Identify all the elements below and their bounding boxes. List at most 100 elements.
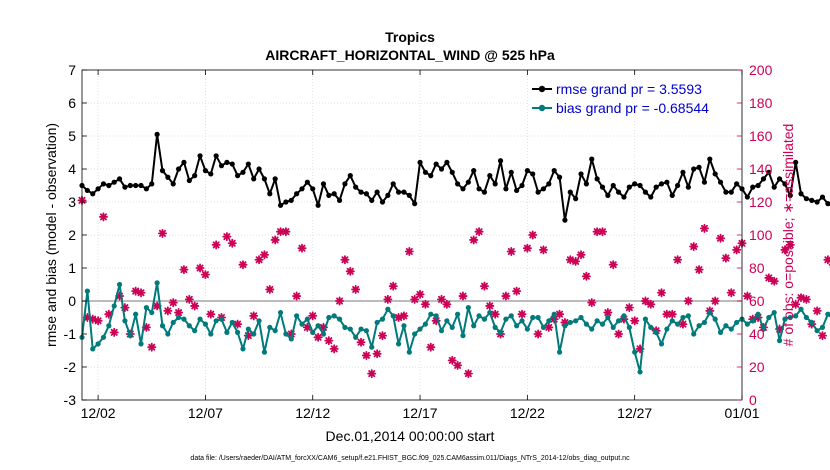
obs-marker-stroke — [362, 351, 370, 359]
bias-point — [143, 305, 149, 311]
x-axis-label: Dec.01,2014 00:00:00 start — [326, 428, 495, 444]
obs-marker — [249, 311, 259, 321]
rmse-point — [127, 182, 133, 189]
rmse-point — [691, 166, 697, 172]
bias-point — [304, 316, 310, 322]
y2-tick-label: 0 — [749, 392, 757, 408]
obs-marker-stroke — [400, 312, 408, 320]
obs-marker — [597, 227, 607, 237]
rmse-point — [471, 168, 477, 174]
obs-marker — [699, 223, 709, 233]
rmse-point — [401, 189, 407, 195]
obs-marker — [528, 230, 538, 240]
obs-marker-stroke — [690, 243, 698, 251]
y2-tick-label: 60 — [749, 293, 765, 309]
obs-marker — [361, 350, 371, 360]
obs-marker — [227, 238, 237, 248]
rmse-point — [503, 186, 509, 192]
obs-marker-stroke — [110, 328, 118, 336]
bias-point — [385, 306, 391, 312]
bias-point — [240, 346, 246, 352]
obs-marker-stroke — [566, 256, 574, 264]
rmse-point — [696, 164, 702, 170]
obs-marker — [587, 298, 597, 308]
rmse-point — [331, 191, 337, 197]
obs-marker-stroke — [781, 246, 789, 254]
obs-marker-stroke — [491, 310, 499, 318]
obs-marker — [721, 253, 731, 263]
obs-marker — [785, 240, 795, 250]
bias-point — [192, 328, 198, 334]
obs-marker-stroke — [384, 295, 392, 303]
rmse-point — [664, 179, 670, 185]
rmse-point — [444, 159, 450, 165]
rmse-point — [111, 179, 117, 185]
rmse-point — [175, 166, 182, 172]
bias-point — [251, 331, 257, 337]
bias-point — [272, 328, 278, 334]
y-tick-label: 3 — [68, 194, 76, 210]
rmse-point — [615, 189, 622, 195]
rmse-point — [519, 182, 525, 189]
rmse-point — [653, 184, 659, 190]
rmse-point — [632, 181, 638, 187]
obs-marker-stroke — [405, 247, 413, 256]
obs-marker — [200, 270, 210, 280]
y2-tick-label: 120 — [749, 194, 773, 210]
legend-rmse-label: rmse grand pr = 3.5593 — [556, 81, 702, 97]
obs-marker-stroke — [658, 289, 666, 297]
rmse-point — [197, 153, 203, 159]
obs-marker-stroke — [545, 323, 553, 331]
obs-marker — [297, 243, 307, 253]
y-tick-label: 7 — [68, 62, 76, 78]
rmse-point — [202, 168, 209, 174]
rmse-point — [814, 199, 820, 205]
rmse-point — [374, 189, 380, 195]
obs-marker-stroke — [169, 299, 177, 307]
bias-point — [460, 333, 466, 339]
rmse-point — [385, 192, 391, 198]
obs-marker — [329, 344, 339, 354]
bias-point — [476, 313, 482, 319]
obs-marker-stroke — [470, 236, 478, 244]
bias-point — [170, 319, 176, 326]
bias-point — [615, 318, 622, 324]
bias-point — [793, 313, 799, 319]
obs-marker-stroke — [325, 337, 333, 345]
obs-marker-stroke — [765, 274, 773, 282]
obs-marker — [404, 246, 414, 257]
rmse-point — [578, 171, 584, 177]
rmse-point — [390, 181, 396, 187]
y2-tick-label: 160 — [749, 128, 773, 144]
x-tick-label: 12/07 — [188, 405, 223, 421]
rmse-point — [755, 182, 761, 189]
obs-marker — [533, 329, 543, 339]
obs-marker — [683, 296, 693, 306]
bias-point — [514, 323, 520, 329]
bias-point — [320, 331, 327, 337]
bias-point — [283, 331, 289, 337]
obs-marker — [195, 263, 205, 273]
obs-marker — [608, 260, 618, 270]
bias-point — [803, 314, 809, 321]
rmse-point — [535, 189, 541, 195]
rmse-point — [530, 171, 536, 177]
obs-marker-stroke — [582, 272, 590, 280]
rmse-point — [508, 169, 514, 175]
x-axis: 12/02 12/07 12/12 12/17 12/22 12/27 01/01 — [81, 70, 760, 421]
obs-marker — [410, 294, 420, 304]
obs-marker-stroke — [438, 295, 446, 303]
rmse-point — [395, 189, 402, 195]
rmse-point — [556, 174, 563, 180]
rmse-point — [218, 163, 225, 169]
obs-marker-stroke — [378, 332, 386, 340]
obs-marker-stroke — [357, 338, 365, 346]
rmse-point — [642, 189, 649, 195]
bias-point — [261, 349, 268, 355]
obs-marker — [555, 309, 565, 319]
obs-marker-stroke — [711, 297, 719, 305]
rmse-point — [170, 181, 176, 187]
rmse-point — [229, 161, 235, 167]
bias-point — [787, 314, 793, 321]
bias-point — [449, 324, 455, 330]
